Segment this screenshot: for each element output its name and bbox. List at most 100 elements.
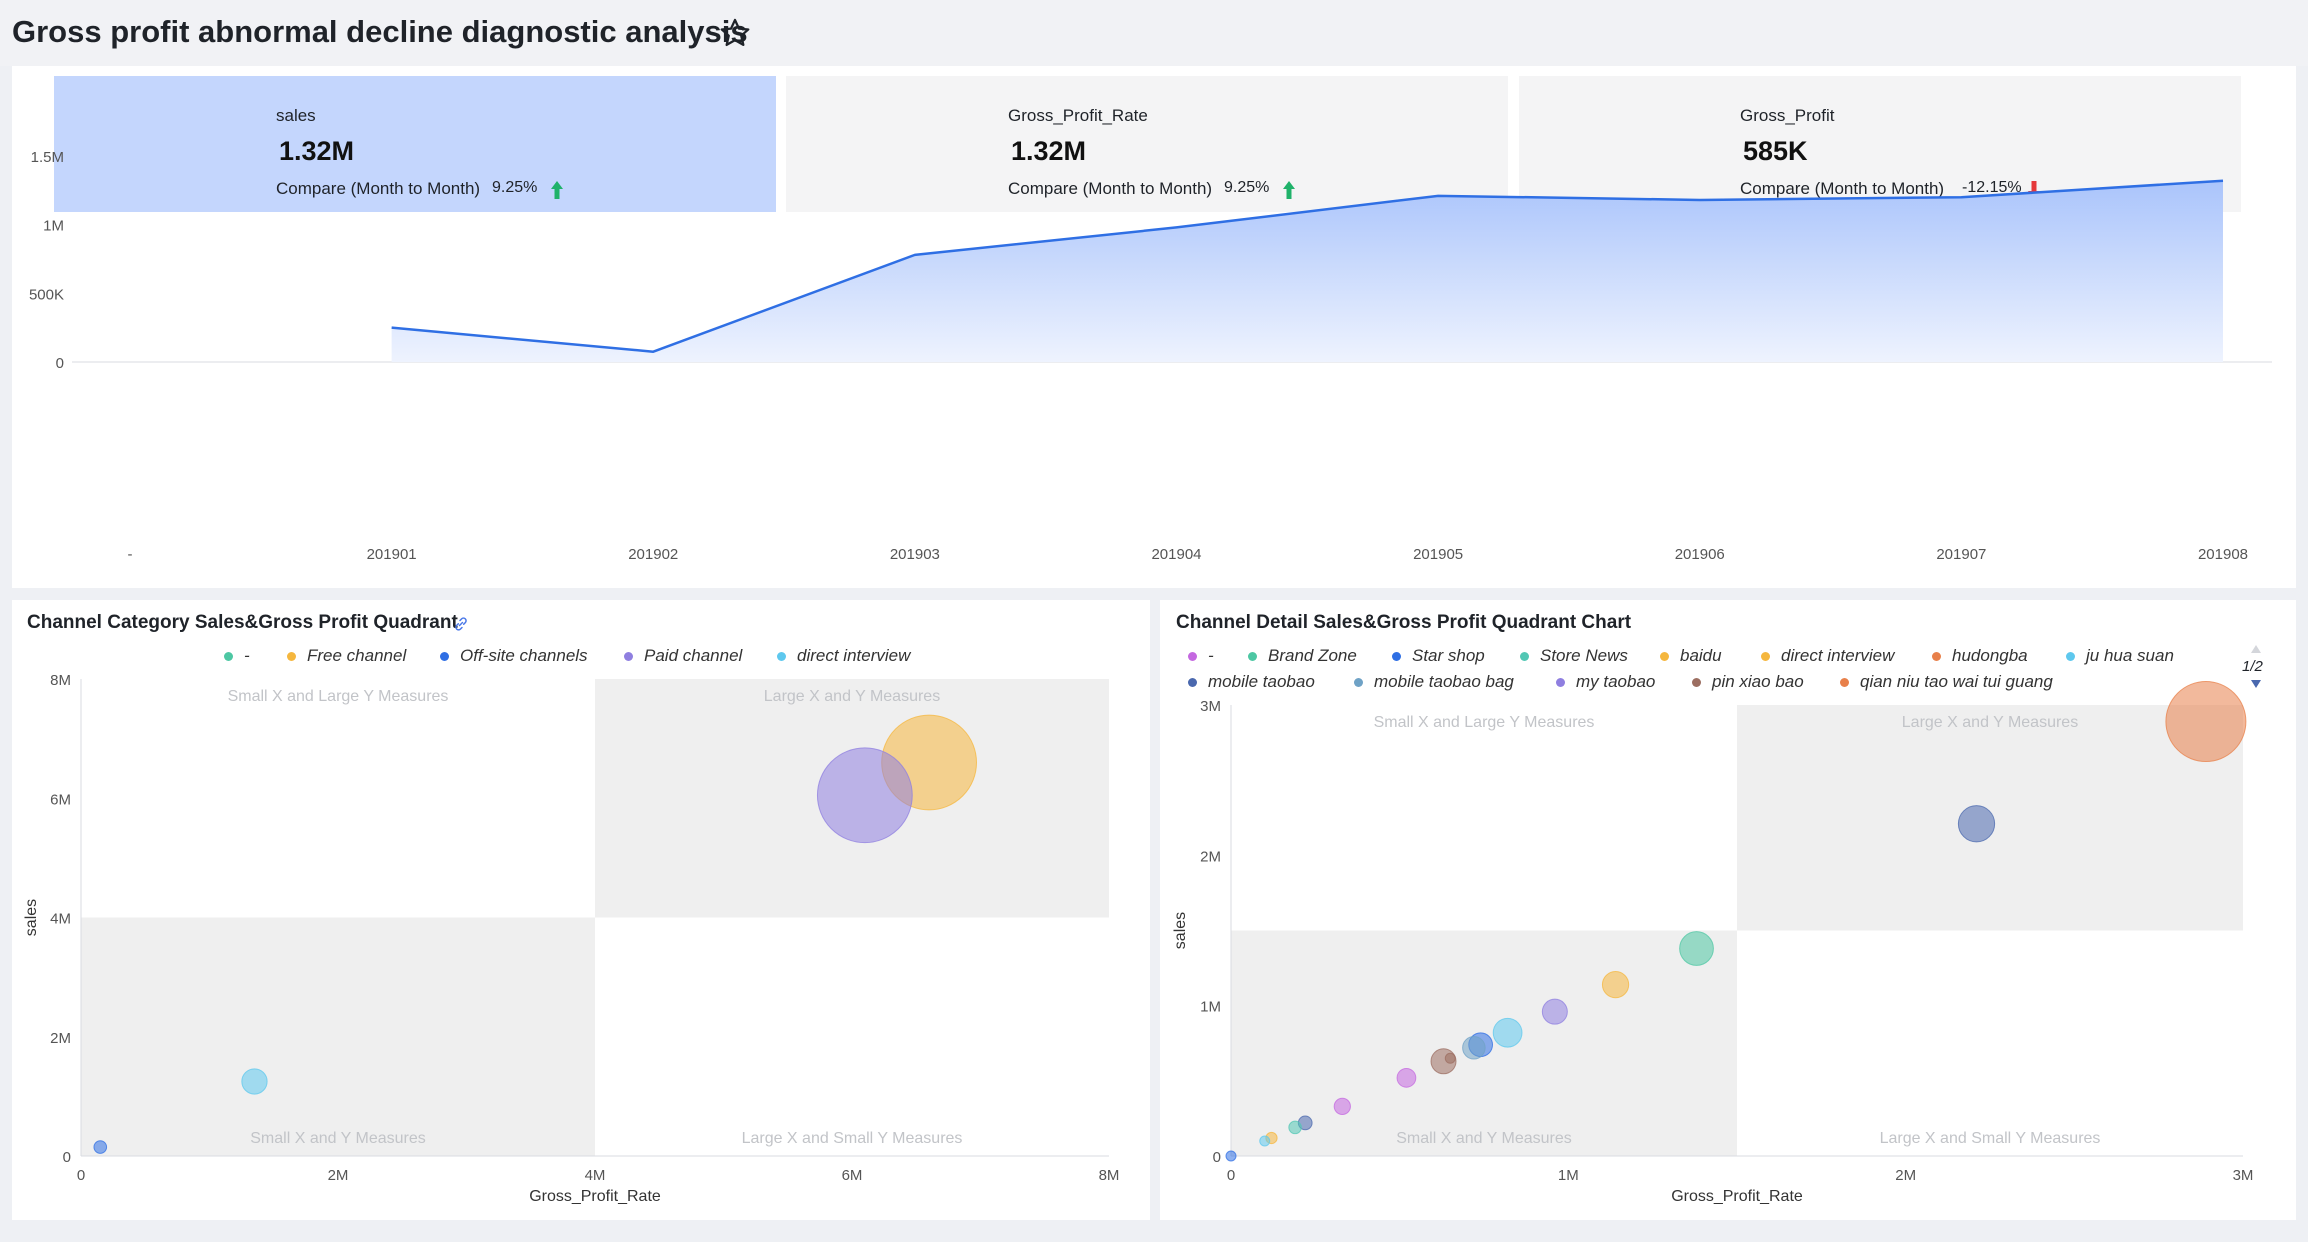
- legend-dot-icon: [440, 652, 449, 661]
- scatter-bubble[interactable]: [2165, 681, 2247, 763]
- legend-dot-icon: [1660, 652, 1669, 661]
- quadrant-label: Large X and Small Y Measures: [1880, 1130, 2101, 1147]
- x-tick-label: 201907: [1936, 546, 1986, 563]
- sales-point[interactable]: [912, 252, 918, 258]
- legend-label: -: [1208, 646, 1214, 665]
- x-tick-label: 0: [77, 1167, 85, 1184]
- legend-dot-icon: [1520, 652, 1529, 661]
- y-tick-label: 1M: [43, 218, 64, 235]
- page-header: Gross profit abnormal decline diagnostic…: [0, 0, 2308, 66]
- legend-label: pin xiao bao: [1712, 672, 1804, 691]
- sales-point[interactable]: [1958, 194, 1964, 200]
- legend-label: mobile taobao: [1208, 672, 1315, 691]
- channel-category-quadrant-panel: Small X and Large Y Measures Large X and …: [12, 600, 1150, 1220]
- x-tick-label: -: [128, 546, 133, 563]
- scatter-bubble[interactable]: [1288, 1120, 1302, 1135]
- x-tick-label: 6M: [842, 1167, 863, 1184]
- link-icon[interactable]: [452, 615, 470, 633]
- legend-label: qian niu tao wai tui guang: [1860, 672, 2053, 691]
- legend-label: -: [244, 646, 250, 665]
- channel-detail-quadrant-panel: Small X and Large Y Measures Large X and …: [1160, 600, 2296, 1220]
- kpi-label: Gross_Profit_Rate: [1008, 106, 1148, 125]
- legend-dot-icon: [624, 652, 633, 661]
- legend-dot-icon: [1188, 678, 1197, 687]
- scatter-bubble[interactable]: [1259, 1135, 1271, 1147]
- y-tick-label: 4M: [50, 911, 71, 928]
- quadrant-label: Large X and Y Measures: [1902, 714, 2078, 731]
- scatter-bubble[interactable]: [241, 1068, 268, 1095]
- kpi-value: 1.32M: [1011, 136, 1087, 166]
- kpi-card-sales[interactable]: sales 1.32M Compare (Month to Month) 9.2…: [54, 76, 776, 212]
- y-tick-label: 2M: [50, 1030, 71, 1047]
- scatter-bubble[interactable]: [1957, 805, 1996, 843]
- x-tick-label: 3M: [2233, 1167, 2254, 1184]
- scatter-bubble[interactable]: [1601, 970, 1630, 999]
- scatter-bubble[interactable]: [1541, 998, 1568, 1025]
- legend-label: Off-site channels: [460, 646, 588, 665]
- legend-dot-icon: [1692, 678, 1701, 687]
- sales-trend-panel: sales 1.32M Compare (Month to Month) 9.2…: [12, 66, 2296, 588]
- sales-area-fill: [391, 180, 2223, 362]
- quadrant-label: Large X and Y Measures: [764, 688, 940, 705]
- y-axis-title: sales: [23, 899, 40, 936]
- legend-label: Star shop: [1412, 646, 1485, 665]
- x-tick-label: 201901: [367, 546, 417, 563]
- legend-label: baidu: [1680, 646, 1722, 665]
- y-axis-title: sales: [1172, 912, 1189, 949]
- kpi-compare-label: Compare (Month to Month): [1008, 179, 1213, 198]
- sales-point[interactable]: [389, 325, 395, 331]
- legend-dot-icon: [1188, 652, 1197, 661]
- scatter-bubble[interactable]: [1679, 931, 1714, 966]
- legend-dot-icon: [287, 652, 296, 661]
- quadrant-label: Small X and Y Measures: [1396, 1130, 1572, 1147]
- scatter-bubble[interactable]: [1333, 1097, 1351, 1116]
- sales-point[interactable]: [1174, 224, 1180, 230]
- quadrant-label: Small X and Large Y Measures: [228, 688, 449, 705]
- scatter-bubble[interactable]: [1396, 1067, 1417, 1088]
- arrow-up-icon: [551, 181, 563, 199]
- scatter-bubble[interactable]: [816, 747, 913, 844]
- x-tick-label: 201902: [628, 546, 678, 563]
- channel-category-scatter: Small X and Large Y Measures Large X and …: [23, 672, 1119, 1205]
- quadrant-label: Large X and Small Y Measures: [742, 1130, 963, 1147]
- x-tick-label: 1M: [1558, 1167, 1579, 1184]
- scatter-bubble[interactable]: [1492, 1017, 1523, 1048]
- quadrant-bottom-left: [81, 917, 595, 1156]
- sales-point[interactable]: [1435, 193, 1441, 199]
- legend-dot-icon: [1761, 652, 1770, 661]
- page-title: Gross profit abnormal decline diagnostic…: [12, 14, 748, 49]
- kpi-label: sales: [276, 106, 316, 125]
- kpi-card-gross-profit-rate[interactable]: Gross_Profit_Rate 1.32M Compare (Month t…: [786, 76, 1508, 212]
- legend-label: direct interview: [1781, 646, 1895, 665]
- x-tick-label: 201908: [2198, 546, 2248, 563]
- scatter-bubble[interactable]: [1444, 1052, 1456, 1064]
- scatter-bubble[interactable]: [1462, 1036, 1486, 1060]
- legend-label: Brand Zone: [1268, 646, 1357, 665]
- x-tick-label: 201903: [890, 546, 940, 563]
- sales-point[interactable]: [650, 349, 656, 355]
- quadrant-label: Small X and Y Measures: [250, 1130, 426, 1147]
- scatter-bubble[interactable]: [1225, 1150, 1237, 1162]
- legend-dot-icon: [224, 652, 233, 661]
- sales-area-chart: 0 500K 1M 1.5M - 201901 201902 201903 201904 2019…: [29, 149, 2272, 563]
- y-tick-label: 0: [63, 1149, 71, 1166]
- sales-point[interactable]: [2220, 178, 2226, 184]
- legend-page-down-icon[interactable]: [2250, 679, 2262, 689]
- y-tick-label: 2M: [1200, 848, 1221, 865]
- kpi-compare-label: Compare (Month to Month): [1740, 179, 1945, 198]
- legend-page-up-icon[interactable]: [2250, 644, 2262, 654]
- legend-page-indicator: 1/2: [2242, 658, 2263, 675]
- x-axis-title: Gross_Profit_Rate: [529, 1188, 661, 1205]
- legend-dot-icon: [777, 652, 786, 661]
- sales-point[interactable]: [1697, 197, 1703, 203]
- x-tick-label: 4M: [585, 1167, 606, 1184]
- scatter-bubble[interactable]: [93, 1140, 108, 1154]
- star-icon[interactable]: [718, 16, 752, 50]
- quadrant-label: Small X and Large Y Measures: [1374, 714, 1595, 731]
- legend-label: direct interview: [797, 646, 911, 665]
- y-tick-label: 1.5M: [31, 149, 64, 166]
- legend-dot-icon: [1840, 678, 1849, 687]
- y-tick-label: 500K: [29, 286, 64, 303]
- y-tick-label: 0: [1213, 1149, 1221, 1166]
- kpi-label: Gross_Profit: [1740, 106, 1835, 125]
